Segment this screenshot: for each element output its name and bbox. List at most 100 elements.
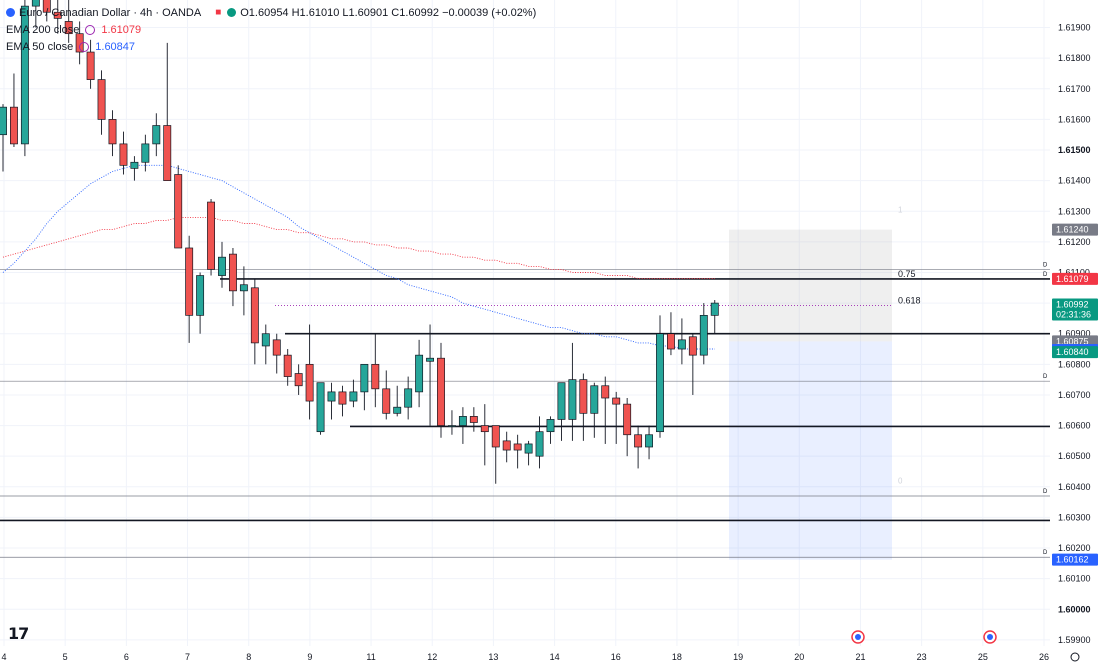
candle-body	[294, 373, 303, 387]
price-axis-label: 1.60875	[1056, 336, 1089, 346]
candle-body	[688, 336, 697, 356]
countdown-label: 02:31:36	[1056, 310, 1091, 320]
candle-body	[20, 5, 29, 145]
candle-body	[491, 425, 500, 448]
price-axis-label-bg	[1052, 298, 1098, 321]
candle-body	[656, 333, 664, 433]
fib-level-label: 0.618	[898, 296, 921, 306]
price-axis-label: 1.60162	[1056, 555, 1089, 565]
ema200-line	[2, 216, 715, 280]
ohlc-values: O1.60954 H1.61010 L1.60901 C1.60992 −0.0…	[240, 6, 537, 19]
candle-body	[141, 143, 150, 163]
price-axis-label-bg	[1052, 272, 1098, 285]
price-axis-label-bg	[1052, 553, 1098, 566]
line-tag-label: D	[1043, 489, 1048, 495]
price-axis-label-bg	[1052, 223, 1098, 236]
fib-level-label: 0.75	[898, 269, 916, 279]
price-axis-tick: 1.61800	[1058, 53, 1091, 63]
candle-body	[546, 419, 555, 433]
symbol-title[interactable]: Euro / Canadian Dollar · 4h · OANDA	[19, 6, 202, 19]
time-axis-tick: 23	[917, 652, 927, 662]
price-axis-tick: 1.61100	[1058, 267, 1090, 277]
candle-body	[64, 21, 73, 35]
settings-icon[interactable]	[85, 24, 96, 35]
candle-body	[568, 379, 577, 420]
price-axis-tick: 1.61900	[1058, 23, 1091, 33]
price-axis-tick: 1.60300	[1058, 512, 1091, 522]
candle-body	[10, 106, 18, 145]
indicator-row-ema200[interactable]: EMA 200 close 1.61079	[6, 21, 536, 38]
candle-body	[437, 357, 445, 426]
candle-body	[97, 79, 106, 120]
candle-body	[666, 333, 675, 350]
candle-body	[557, 382, 566, 420]
time-axis-tick: 13	[488, 652, 498, 662]
time-axis-tick: 26	[1039, 652, 1049, 662]
candle-body	[239, 284, 248, 292]
candle-body	[634, 434, 643, 448]
candle-body	[404, 388, 413, 408]
candle-body	[502, 440, 511, 451]
candle-body	[338, 391, 347, 405]
time-axis-tick: 8	[246, 652, 251, 662]
candle-body	[699, 314, 708, 356]
candle-body	[316, 382, 325, 433]
time-axis-tick: 19	[733, 652, 743, 662]
candle-body	[349, 391, 358, 402]
price-axis-tick: 1.60500	[1058, 451, 1091, 461]
candle-body	[108, 119, 117, 145]
price-axis-tick: 1.61400	[1058, 176, 1091, 186]
price-axis-tick: 1.60200	[1058, 543, 1091, 553]
candle-body	[371, 363, 380, 390]
candle-body	[0, 106, 7, 136]
candle-body	[261, 333, 270, 347]
candle-body	[426, 357, 435, 362]
price-axis-tick: 1.61700	[1058, 84, 1091, 94]
candle-body	[31, 0, 40, 7]
price-axis-tick: 1.61300	[1058, 206, 1091, 216]
tradingview-logo[interactable]: 17	[8, 624, 29, 643]
candle-body	[305, 363, 314, 402]
time-axis-tick: 18	[672, 652, 682, 662]
candle-body	[535, 431, 544, 457]
time-axis-tick: 9	[307, 652, 312, 662]
line-tag-label: D	[1043, 550, 1048, 556]
time-axis-tick: 11	[366, 652, 375, 662]
candle-body	[393, 406, 402, 414]
price-axis-tick: 1.61600	[1058, 114, 1091, 124]
price-axis-tick: 1.60900	[1058, 329, 1091, 339]
candle-body	[229, 253, 237, 292]
price-axis-label: 1.61079	[1056, 274, 1089, 284]
price-axis-tick: 1.60800	[1058, 359, 1091, 369]
candle-body	[327, 391, 336, 402]
candle-body	[590, 385, 599, 414]
candle-body	[42, 0, 51, 13]
time-axis-tick: 21	[855, 652, 865, 662]
time-axis-tick: 4	[1, 652, 6, 662]
price-axis-tick: 1.60100	[1058, 574, 1091, 584]
settings-icon[interactable]	[79, 41, 90, 52]
candle-body	[524, 443, 533, 454]
price-axis-tick: 1.61200	[1058, 237, 1091, 247]
candle-body	[677, 339, 686, 350]
candle-body	[448, 425, 456, 427]
candle-body	[601, 385, 610, 399]
price-axis-tick: 1.60400	[1058, 482, 1091, 492]
candle-body	[579, 379, 588, 414]
time-axis-tick: 16	[611, 652, 621, 662]
candle-body	[185, 247, 194, 316]
candle-body	[218, 256, 226, 276]
candle-body	[207, 201, 215, 270]
candle-body	[119, 143, 128, 166]
candle-body	[469, 416, 478, 423]
price-axis-tick: 1.59900	[1058, 635, 1091, 645]
candle-body	[623, 403, 632, 436]
indicator-row-ema50[interactable]: EMA 50 close 1.60847	[6, 38, 536, 55]
candle-body	[612, 397, 621, 405]
candle-body	[130, 161, 139, 169]
economic-event-icon	[855, 634, 861, 640]
flag-icon[interactable]: ■	[215, 7, 222, 18]
